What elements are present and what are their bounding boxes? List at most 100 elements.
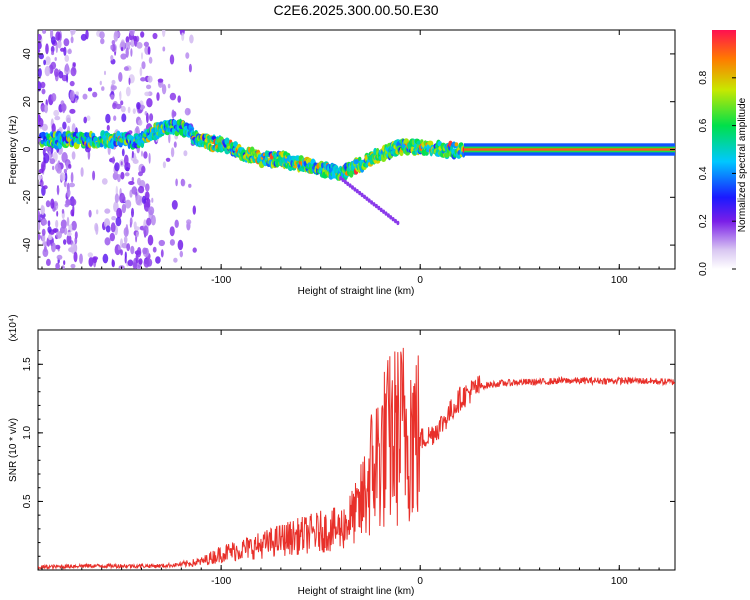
spectrogram-speckle [145, 183, 150, 192]
snr-scale-label: (x10⁴) [8, 314, 19, 341]
spectrogram-y-tick-label: 20 [22, 96, 33, 108]
spectrogram-speckle [49, 158, 56, 165]
spectrogram-speckle [69, 90, 75, 102]
spectrogram-speckle [38, 114, 41, 123]
colorbar-tick-label: 0.0 [698, 262, 709, 276]
spectrogram-speckle [43, 59, 46, 66]
spectrogram-speckle [135, 231, 139, 238]
spectrogram-speckle [170, 147, 175, 158]
spectrogram-speckle [67, 232, 72, 237]
spectrogram-speckle [44, 60, 51, 66]
spectrogram-speckle [118, 72, 123, 82]
spectrogram-speckle [125, 86, 131, 97]
spectrogram-speckle [144, 91, 150, 97]
spectrogram-speckle [95, 224, 99, 235]
colorbar-ticks: 0.0 0.2 0.4 0.6 0.8 [698, 70, 736, 276]
spectrogram-speckle [160, 249, 164, 258]
spectrogram-speckle [141, 150, 143, 157]
spectrogram-speckle [71, 220, 77, 231]
spectrogram-speckle [104, 237, 111, 246]
spectrogram-speckle [123, 66, 129, 71]
spectrogram-speckle [177, 95, 181, 103]
spectrogram-speckle [69, 80, 75, 87]
spectrogram-speckle [146, 217, 152, 226]
spectrogram-speckle [112, 102, 117, 110]
spectrogram-speckle [73, 251, 78, 263]
spectrogram-speckle [54, 57, 57, 61]
spectrogram-speckle [168, 133, 171, 144]
spectrogram-speckle [130, 245, 135, 255]
spectrogram-speckle [55, 42, 58, 54]
spectrogram-ridge-point [172, 119, 177, 126]
snr-marks [38, 347, 675, 570]
spectrogram-speckle [64, 203, 70, 208]
spectrogram-speckle [139, 67, 143, 77]
spectrogram-speckle [158, 239, 165, 247]
spectrogram-speckle [47, 226, 52, 234]
snr-x-tick-label: -100 [211, 576, 231, 587]
spectrogram-speckle [124, 255, 127, 264]
colorbar-scale [712, 30, 736, 269]
spectrogram-speckle [181, 32, 185, 41]
spectrogram-speckle [162, 46, 166, 52]
spectrogram-speckle [135, 194, 142, 206]
spectrogram-speckle [80, 167, 84, 177]
spectrogram-speckle [113, 115, 117, 121]
spectrogram-speckle [131, 150, 134, 159]
spectrogram-speckle [111, 216, 117, 221]
spectrogram-speckle [120, 171, 125, 180]
spectrogram-speckle [131, 177, 134, 182]
spectrogram-speckle [152, 246, 157, 253]
spectrogram-speckle [38, 68, 42, 78]
spectrogram-speckle [120, 161, 123, 166]
spectrogram-speckle [156, 92, 160, 101]
spectrogram-speckle [69, 108, 76, 114]
spectrogram-tail-point [374, 203, 378, 209]
spectrogram-ridge-point [358, 156, 362, 162]
spectrogram-speckle [42, 248, 49, 257]
snr-frame [37, 329, 676, 571]
spectrogram-speckle [123, 236, 128, 244]
spectrogram-speckle [143, 151, 148, 159]
spectrogram-tail-point [360, 192, 364, 198]
spectrogram-tail-point [363, 194, 366, 199]
spectrogram-speckle [79, 253, 83, 265]
spectrogram-speckle [120, 53, 127, 60]
spectrogram-speckle [151, 197, 154, 203]
spectrogram-speckle [125, 47, 129, 58]
spectrogram-tail-point [343, 179, 347, 185]
spectrogram-speckle [115, 103, 122, 110]
spectrogram-speckle [175, 178, 178, 187]
spectrogram-speckle [99, 80, 102, 86]
spectrogram-speckle [125, 199, 132, 209]
snr-ticks: -100 0 100 0.5 1.0 1.5 [22, 330, 675, 587]
spectrogram-speckle [71, 151, 76, 160]
spectrogram-tail-point [394, 218, 397, 224]
spectrogram-speckle [88, 209, 92, 218]
spectrogram-speckle [188, 183, 192, 188]
spectrogram-speckle [38, 41, 42, 50]
spectrogram-speckle [45, 200, 51, 208]
spectrogram-speckle [68, 224, 73, 231]
spectrogram-speckle [162, 30, 166, 38]
snr-x-label: Height of straight line (km) [298, 586, 415, 597]
snr-y-tick-label: 1.5 [22, 357, 33, 371]
spectrogram-speckle [165, 157, 171, 162]
spectrogram-speckle [66, 216, 70, 227]
spectrogram-speckle [117, 245, 121, 251]
spectrogram-speckle [133, 152, 136, 162]
spectrogram-tail-point [367, 198, 371, 203]
spectrogram-speckle [150, 214, 156, 226]
spectrogram-speckle [121, 113, 127, 123]
chart-title: C2E6.2025.300.00.50.E30 [273, 2, 438, 18]
spectrogram-speckle [173, 257, 178, 263]
spectrogram-ridge-point [233, 141, 238, 148]
spectrogram-speckle [114, 193, 119, 203]
spectrogram-tail-point [341, 177, 345, 183]
spectrogram-y-tick-label: -40 [22, 237, 33, 252]
spectrogram-speckle [145, 191, 150, 200]
spectrogram-speckle [53, 109, 60, 117]
spectrogram-speckle [141, 61, 146, 70]
spectrogram-speckle [87, 87, 93, 92]
spectrogram-tail-point [339, 176, 343, 181]
